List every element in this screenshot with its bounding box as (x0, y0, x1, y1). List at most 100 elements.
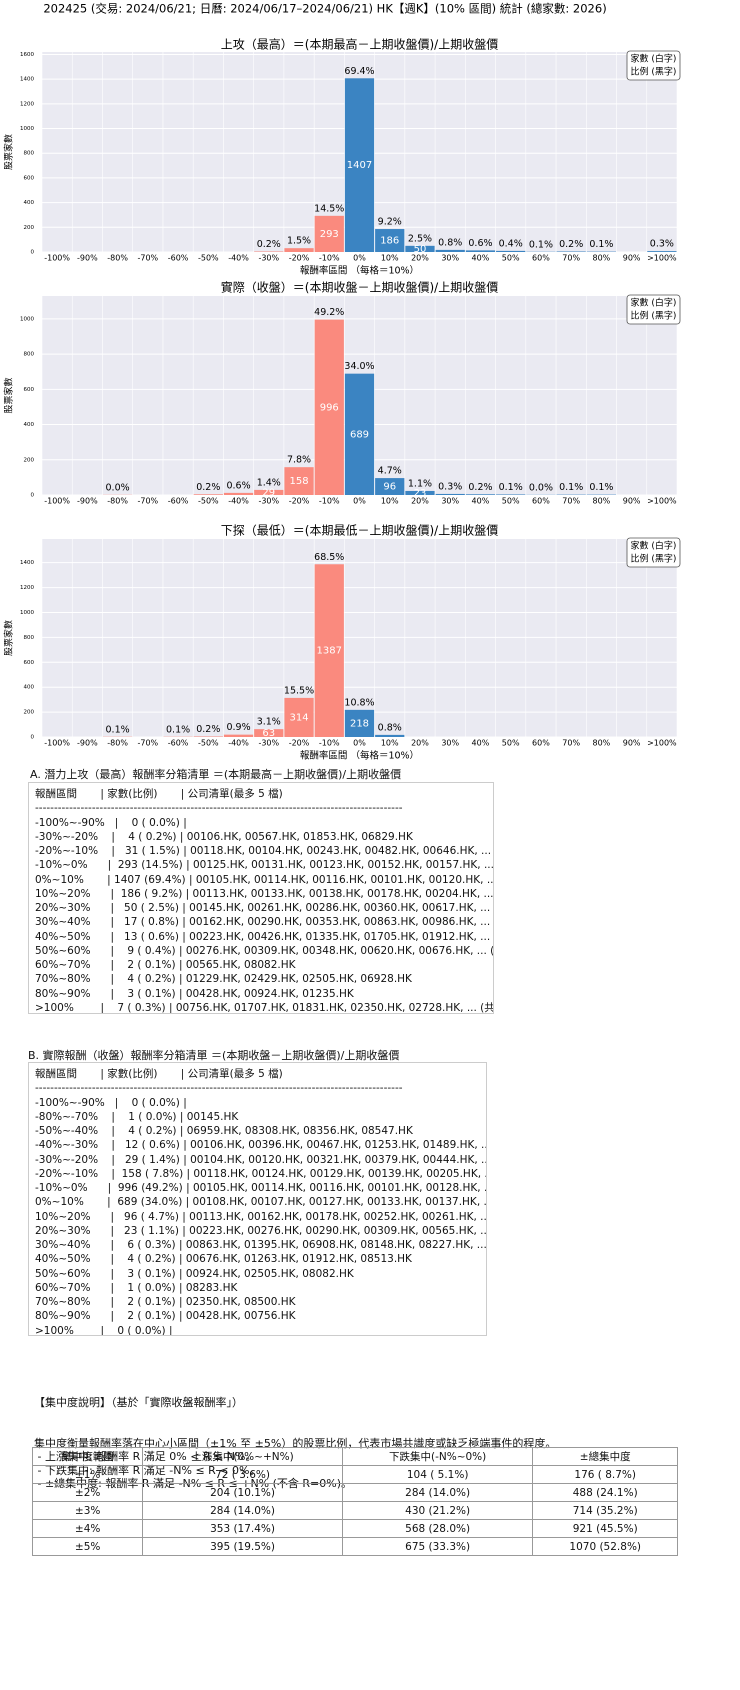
x-tick-label: -10% (319, 739, 340, 748)
table-cell: 714 (35.2%) (532, 1501, 678, 1520)
legend-entry: 比例 (黑字) (631, 553, 677, 565)
x-tick-label: 80% (593, 497, 611, 506)
x-tick-label: -50% (198, 254, 219, 263)
table-header-row: 集中度範圍 上漲集中(0%~+N%) 下跌集中(-N%~0%) ±總集中度 (31, 1447, 678, 1466)
table-cell: ±3% (31, 1501, 144, 1520)
count-label: 63 (262, 728, 275, 739)
count-label: 218 (350, 718, 369, 729)
bar (284, 248, 314, 252)
bar (435, 493, 465, 495)
x-tick-label: -80% (107, 739, 128, 748)
share-label: 0.6% (226, 480, 250, 491)
x-tick-label: >100% (647, 497, 677, 506)
header-cell: 上漲集中(0%~+N%) (142, 1447, 343, 1466)
x-tick-label: -90% (77, 497, 98, 506)
list-line: 30%~40% | 6 ( 0.3%) | 00863.HK, 01395.HK… (35, 1239, 487, 1251)
count-label: 23 (414, 488, 427, 499)
y-tick-label: 800 (24, 151, 35, 157)
table-cell: 284 (14.0%) (142, 1501, 343, 1520)
share-label: 0.2% (196, 482, 220, 493)
x-tick-label: 70% (562, 739, 580, 748)
table-row: ±3% 284 (14.0%) 430 (21.2%) 714 (35.2%) (31, 1501, 678, 1520)
y-tick-label: 600 (24, 387, 35, 393)
share-label: 68.5% (314, 552, 344, 563)
count-label: 29 (262, 487, 275, 498)
share-label: 0.0% (106, 482, 130, 493)
y-tick-label: 600 (24, 175, 35, 181)
x-tick-label: -60% (168, 497, 189, 506)
legend-box (626, 537, 681, 568)
legend-entry: 家數 (白字) (631, 297, 677, 309)
bar (223, 492, 254, 495)
legend-box (626, 294, 681, 325)
share-label: 0.2% (196, 724, 220, 735)
share-label: 0.2% (559, 239, 583, 250)
list-line: -40%~-30% | 12 ( 0.6%) | 00106.HK, 00396… (35, 1139, 486, 1152)
share-label: 0.1% (589, 239, 613, 250)
table-row: ±2% 204 (10.1%) 284 (14.0%) 488 (24.1%) (31, 1483, 678, 1502)
x-tick-label: -30% (258, 739, 279, 748)
y-tick-label: 200 (24, 457, 35, 463)
x-tick-label: 90% (623, 739, 641, 748)
x-tick-label: -70% (137, 739, 158, 748)
x-tick-label: >100% (647, 739, 677, 748)
x-tick-label: -80% (107, 497, 128, 506)
share-label: 10.8% (344, 697, 374, 708)
bar (496, 494, 526, 495)
count-label: 186 (380, 236, 399, 247)
header-cell: 下跌集中(-N%~0%) (341, 1447, 534, 1466)
x-tick-label: 90% (623, 254, 641, 263)
list-line: -50%~-40% | 4 ( 0.2%) | 06959.HK, 08308.… (35, 1125, 413, 1137)
header-cell: ±總集中度 (532, 1447, 678, 1466)
list-line: 20%~30% | 23 ( 1.1%) | 00223.HK, 00276.H… (35, 1224, 487, 1237)
bar (344, 78, 375, 252)
x-tick-label: 70% (562, 254, 580, 263)
y-axis-label: 股票家數 (3, 377, 15, 413)
x-tick-label: 40% (472, 254, 490, 263)
share-label: 0.1% (529, 239, 553, 250)
x-axis-label: 報酬率區間 （每格＝10%） (300, 750, 419, 762)
x-tick-label: 0% (353, 254, 366, 263)
x-tick-label: 0% (353, 739, 366, 748)
list-line: 70%~80% | 2 ( 0.1%) | 02350.HK, 08500.HK (35, 1296, 296, 1308)
bar (314, 564, 344, 737)
legend-entry: 家數 (白字) (631, 53, 677, 65)
y-tick-label: 0 (31, 250, 35, 256)
bar (254, 489, 284, 495)
list-box: 報酬區間 | 家數(比例) | 公司清單(最多 5 檔) ------------… (28, 1062, 487, 1336)
list-line: 40%~50% | 4 ( 0.2%) | 00676.HK, 01263.HK… (35, 1253, 412, 1266)
x-tick-label: 80% (593, 739, 611, 748)
x-tick-label: 90% (623, 497, 641, 506)
legend-entry: 比例 (黑字) (631, 310, 677, 322)
share-label: 0.1% (559, 482, 583, 493)
bar (405, 245, 435, 252)
list-line: ----------------------------------------… (35, 1082, 403, 1095)
share-label: 0.1% (106, 724, 130, 735)
x-tick-label: -40% (228, 497, 249, 506)
x-tick-label: 20% (411, 739, 429, 748)
list-line: 10%~20% | 186 ( 9.2%) | 00113.HK, 00133.… (35, 887, 494, 900)
chart-title: 實際（收盤）＝(本期收盤－上期收盤價)/上期收盤價 (221, 280, 498, 295)
list-line: -30%~-20% | 4 ( 0.2%) | 00106.HK, 00567.… (35, 830, 413, 843)
list-line: 40%~50% | 13 ( 0.6%) | 00223.HK, 00426.H… (35, 930, 494, 943)
list-line: -30%~-20% | 29 ( 1.4%) | 00104.HK, 00120… (35, 1153, 486, 1166)
x-tick-label: >100% (647, 254, 677, 263)
x-tick-label: 50% (502, 739, 520, 748)
list-title: B. 實際報酬（收盤）報酬率分箱清單 ＝(本期收盤－上期收盤價)/上期收盤價 (28, 1049, 400, 1062)
page-title: 202425 (交易: 2024/06/21; 日曆: 2024/06/17–2… (43, 2, 606, 16)
x-tick-label: -70% (137, 497, 158, 506)
share-label: 49.2% (314, 307, 344, 318)
bar (405, 490, 435, 495)
charts: 202425 (交易: 2024/06/21; 日曆: 2024/06/17–2… (3, 2, 681, 762)
x-tick-label: 80% (593, 254, 611, 263)
table-cell: ±2% (31, 1483, 144, 1502)
x-axis-label: 報酬率區間 （每格＝10%） (300, 265, 419, 277)
y-tick-label: 1200 (20, 101, 34, 107)
count-label: 50 (414, 244, 427, 255)
chart-title: 上攻（最高）＝(本期最高－上期收盤價)/上期收盤價 (221, 37, 498, 52)
x-tick-label: -60% (168, 739, 189, 748)
count-label: 1407 (347, 160, 372, 171)
share-label: 0.2% (468, 482, 492, 493)
bar (375, 478, 405, 495)
bar (375, 734, 405, 737)
